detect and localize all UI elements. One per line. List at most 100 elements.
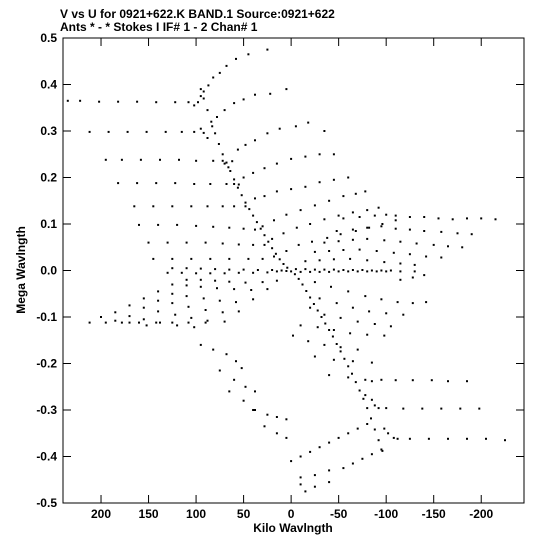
uv-point-282 <box>396 301 399 304</box>
uv-point-65 <box>242 176 245 179</box>
uv-point-246 <box>157 299 160 302</box>
uv-baseline-point-7 <box>225 161 228 164</box>
uv-point-171 <box>461 246 464 249</box>
uv-point-148 <box>451 218 454 221</box>
uv-point-110 <box>221 242 224 245</box>
uv-baseline-point-13 <box>248 208 251 211</box>
uv-point-206 <box>356 270 359 273</box>
uv-baseline-point-40 <box>354 381 357 384</box>
uv-point-257 <box>206 319 209 322</box>
uv-point-85 <box>304 185 307 188</box>
uv-point-182 <box>318 259 321 262</box>
uv-point-270 <box>104 321 107 324</box>
uv-point-310 <box>351 360 354 363</box>
uv-point-131 <box>285 250 288 252</box>
uv-point-340 <box>485 437 487 440</box>
uv-point-226 <box>214 279 217 282</box>
uv-point-361 <box>290 460 293 463</box>
uv-point-249 <box>204 309 207 311</box>
uv-point-326 <box>385 407 388 410</box>
uv-point-201 <box>309 270 312 273</box>
uv-point-23 <box>164 130 167 133</box>
uv-point-66 <box>252 171 255 174</box>
uv-baseline-point-23 <box>286 266 289 269</box>
uv-point-12 <box>207 84 210 87</box>
uv-point-54 <box>307 121 310 124</box>
uv-point-190 <box>185 267 188 270</box>
uv-point-136 <box>354 230 357 232</box>
uv-point-287 <box>351 306 354 309</box>
uv-point-280 <box>364 295 367 298</box>
uv-point-24 <box>180 130 183 133</box>
uv-point-174 <box>342 249 345 251</box>
uv-point-279 <box>347 290 350 293</box>
uv-point-312 <box>328 374 331 377</box>
uv-points <box>66 48 506 493</box>
uv-point-161 <box>470 233 473 236</box>
uv-point-251 <box>237 310 240 313</box>
uv-point-297 <box>299 324 302 327</box>
uv-point-338 <box>447 437 449 440</box>
uv-point-70 <box>304 155 307 158</box>
uv-point-322 <box>364 394 367 397</box>
uv-point-315 <box>370 380 373 383</box>
uv-point-0 <box>66 99 69 102</box>
y-tick-label: 0.4 <box>40 78 57 92</box>
uv-point-181 <box>304 260 307 263</box>
uv-point-3 <box>117 100 120 103</box>
uv-point-21 <box>126 130 129 133</box>
uv-point-139 <box>394 219 397 222</box>
uv-baseline-point-4 <box>214 132 217 135</box>
uv-point-162 <box>323 241 326 244</box>
uv-point-261 <box>142 318 145 321</box>
uv-point-176 <box>375 250 378 252</box>
uv-point-264 <box>193 326 196 329</box>
uv-point-309 <box>332 358 335 361</box>
uv-point-168 <box>415 242 418 245</box>
uv-baseline-point-6 <box>221 153 224 156</box>
uv-point-324 <box>373 404 376 407</box>
uv-point-313 <box>347 376 350 379</box>
uv-point-352 <box>242 399 245 402</box>
uv-point-238 <box>157 290 160 293</box>
uv-point-32 <box>233 102 236 105</box>
uv-point-198 <box>285 270 288 272</box>
uv-point-348 <box>233 378 236 381</box>
uv-point-27 <box>202 131 205 134</box>
uv-point-355 <box>275 416 278 418</box>
chart-title-line1: V vs U for 0921+622.K BAND.1 Source:0921… <box>60 7 335 21</box>
uv-point-111 <box>237 243 240 246</box>
uv-point-298 <box>316 326 319 329</box>
uv-point-33 <box>242 98 245 101</box>
uv-point-8 <box>193 104 196 107</box>
uv-point-204 <box>337 270 340 273</box>
uv-point-357 <box>252 409 255 411</box>
uv-point-234 <box>216 287 218 290</box>
uv-point-18 <box>266 48 269 51</box>
uv-point-189 <box>171 267 174 270</box>
uv-point-220 <box>275 270 278 273</box>
uv-baseline-point-10 <box>236 186 239 189</box>
uv-point-212 <box>166 271 169 274</box>
uv-point-343 <box>212 348 215 351</box>
uv-point-49 <box>244 143 247 146</box>
uv-point-209 <box>385 270 388 273</box>
uv-point-89 <box>138 223 140 226</box>
uv-point-360 <box>285 436 288 439</box>
uv-baseline-point-26 <box>301 283 304 286</box>
uv-baseline-point-5 <box>217 143 220 145</box>
uv-point-159 <box>440 230 443 233</box>
uv-point-378 <box>299 483 302 486</box>
uv-point-99 <box>285 213 288 216</box>
uv-point-121 <box>366 209 369 212</box>
uv-point-50 <box>254 139 256 142</box>
uv-point-240 <box>185 295 188 298</box>
uv-point-35 <box>269 92 272 95</box>
uv-point-86 <box>318 181 321 184</box>
uv-point-210 <box>399 270 402 273</box>
uv-baseline-point-3 <box>210 120 213 123</box>
uv-point-291 <box>309 306 312 309</box>
uv-point-80 <box>244 205 247 208</box>
x-axis-ticks: 200 150 100 50 0 -50 -100 -150 -200 <box>91 38 494 521</box>
uv-point-341 <box>504 439 506 442</box>
